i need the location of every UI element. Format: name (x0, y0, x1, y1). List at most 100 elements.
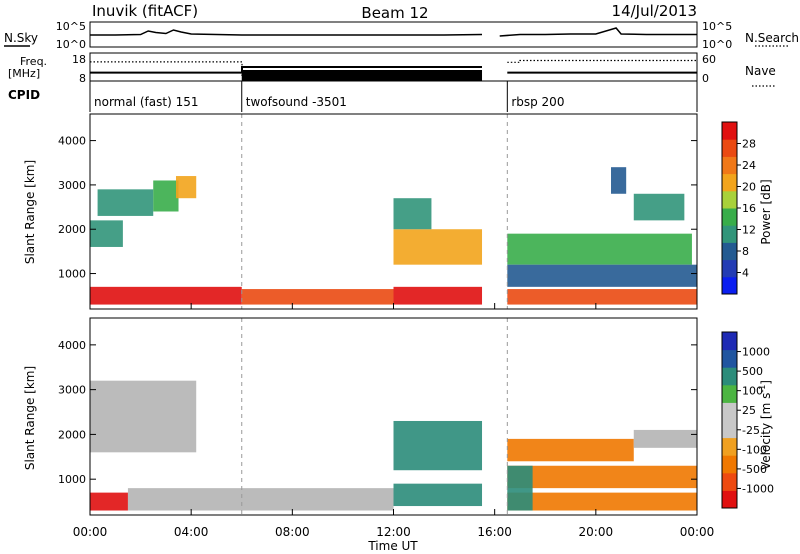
heatmap-region (97, 189, 154, 216)
colorbar-swatch (722, 276, 737, 295)
heatmap-region (393, 286, 483, 305)
colorbar-tick-label: 24 (742, 159, 756, 172)
y-tick-label: 4000 (58, 135, 86, 148)
heatmap-region (153, 180, 179, 212)
nsky-label: N.Sky (4, 31, 38, 45)
x-tick-label: 16:00 (477, 525, 512, 539)
nave-line (507, 59, 697, 63)
colorbar-swatch (722, 472, 737, 491)
heatmap-region (633, 429, 697, 448)
heatmap-region (507, 289, 697, 305)
y-tick-label: 2000 (58, 428, 86, 441)
heatmap-region (393, 420, 483, 471)
colorbar-swatch (722, 242, 737, 261)
colorbar-swatch (722, 402, 737, 421)
y-tick-label: 3000 (58, 384, 86, 397)
cpid-label: CPID (8, 88, 40, 102)
x-tick-label: 04:00 (174, 525, 209, 539)
y-tick-label: 4000 (58, 339, 86, 352)
heatmap-region (175, 176, 197, 199)
freq-band (241, 70, 483, 81)
freq-unit-label: [MHz] (8, 67, 40, 80)
colorbar-swatch (722, 384, 737, 403)
colorbar-tick-label: -1000 (742, 482, 774, 495)
heatmap-region (507, 492, 697, 511)
colorbar-swatch (722, 455, 737, 474)
colorbar-swatch (722, 173, 737, 192)
heatmap-region (127, 488, 394, 511)
station-title: Inuvik (fitACF) (92, 2, 198, 20)
cpid-segment-label: twofsound -3501 (246, 95, 347, 109)
colorbar-tick-label: 16 (742, 202, 756, 215)
noise-tick-low: 10^0 (56, 38, 86, 51)
colorbar-swatch (722, 420, 737, 439)
heatmap-region (90, 220, 123, 247)
heatmap-region (507, 438, 634, 462)
colorbar-tick-label: 4 (742, 267, 749, 280)
heatmap-region (393, 198, 432, 230)
velocity-colorbar-label: Velocity [m s-1] (758, 380, 773, 470)
x-tick-label: 20:00 (579, 525, 614, 539)
y-tick-label: 2000 (58, 223, 86, 236)
velocity-colorbar: 1000 500 100 25 -25 -100 -500 -1000 (721, 331, 774, 509)
colorbar-tick-label: 28 (742, 138, 756, 151)
colorbar-swatch (722, 259, 737, 278)
colorbar-tick-label: -100 (742, 443, 767, 456)
beam-title: Beam 12 (361, 4, 428, 22)
y-tick-label: 1000 (58, 473, 86, 486)
noise-tick-low-right: 10^0 (702, 38, 732, 51)
freq-tick-high: 18 (72, 53, 86, 66)
colorbar-swatch (722, 490, 737, 509)
heatmap-region (393, 229, 483, 265)
nsky-line (499, 27, 697, 37)
colorbar-tick-label: 500 (742, 365, 763, 378)
heatmap-region (90, 286, 242, 305)
colorbar-tick-label: 1000 (742, 346, 770, 359)
freq-tick-low: 8 (79, 72, 86, 85)
colorbar-tick-label: 12 (742, 224, 756, 237)
heatmap-region (507, 465, 533, 511)
y-tick-label: 1000 (58, 268, 86, 281)
heatmap-region (611, 167, 627, 194)
power-colorbar-label: Power [dB] (759, 179, 773, 244)
xlabel: Time UT (367, 539, 418, 553)
power-y-axis: 1000 2000 3000 4000 (58, 135, 697, 281)
noise-series (90, 27, 697, 37)
freq-series (90, 59, 697, 81)
nave-tick-low: 0 (702, 72, 709, 85)
colorbar-swatch (722, 156, 737, 175)
power-colorbar: 28 24 20 16 12 8 4 (721, 121, 756, 295)
cpid-segment-label: normal (fast) 151 (94, 95, 198, 109)
nsearch-label: N.Search (745, 31, 799, 45)
power-ylabel: Slant Range [km] (23, 160, 37, 264)
colorbar-tick-label: -25 (742, 424, 760, 437)
colorbar-frame (721, 331, 738, 509)
colorbar-tick-label: 20 (742, 181, 756, 194)
colorbar-swatch (722, 225, 737, 243)
cpid-segment-label: rbsp 200 (511, 95, 564, 109)
x-tick-label: 12:00 (376, 525, 411, 539)
nsky-line (90, 29, 483, 36)
colorbar-swatch (722, 208, 737, 226)
heatmap-region (393, 483, 483, 507)
date-title: 14/Jul/2013 (612, 2, 697, 20)
heatmap-region (507, 233, 692, 265)
heatmap-region (633, 193, 685, 221)
x-tick-label: 00:00 (73, 525, 108, 539)
heatmap-region (90, 380, 197, 453)
velocity-ylabel: Slant Range [km] (23, 366, 37, 470)
nave-label: Nave (745, 64, 776, 78)
cpid-segments: normal (fast) 151 twofsound -3501 rbsp 200 (94, 81, 564, 112)
colorbar-tick-label: 100 (742, 385, 763, 398)
nave-tick-high: 60 (702, 53, 716, 66)
velocity-heatmap-cells (90, 318, 697, 515)
colorbar-tick-label: -500 (742, 463, 767, 476)
heatmap-region (507, 465, 697, 489)
heatmap-region (241, 289, 394, 305)
heatmap-region (90, 492, 128, 511)
colorbar-swatch (722, 122, 737, 140)
noise-tick-high-right: 10^5 (702, 20, 732, 33)
heatmap-region (507, 264, 697, 287)
velocity-y-axis: 1000 2000 3000 4000 (58, 339, 697, 486)
